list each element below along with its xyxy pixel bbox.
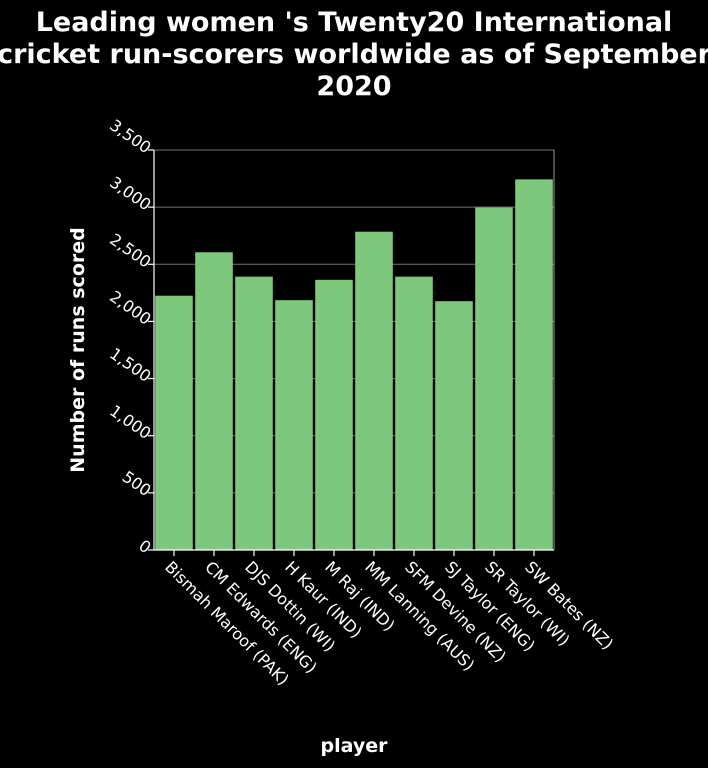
- bar-2: [235, 276, 273, 550]
- bar-8: [475, 207, 513, 551]
- bar-1: [195, 252, 233, 551]
- bar-6: [395, 276, 433, 550]
- bar-3: [275, 300, 313, 550]
- bar-9: [515, 179, 553, 550]
- y-axis-label: Number of runs scored: [67, 227, 89, 472]
- bar-4: [315, 279, 353, 550]
- x-axis-label: player: [321, 735, 389, 757]
- bar-7: [435, 301, 473, 550]
- chart-title-line-2: cricket run-scorers worldwide as of Sept…: [0, 39, 708, 70]
- chart-title-line-1: Leading women 's Twenty20 International: [36, 7, 673, 38]
- bar-5: [355, 231, 393, 550]
- axes: [153, 150, 555, 551]
- chart-title: Leading women 's Twenty20 International …: [0, 7, 708, 102]
- bar-0: [155, 295, 193, 550]
- chart-title-line-3: 2020: [316, 71, 391, 102]
- bars: [155, 179, 553, 551]
